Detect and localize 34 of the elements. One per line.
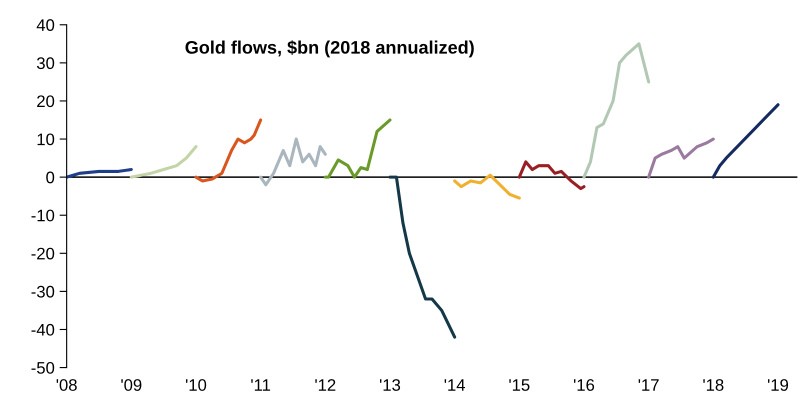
y-tick-label: -20 [31,248,54,260]
line-series [130,145,198,179]
x-tick-label: '13 [380,379,400,391]
x-tick-label: '18 [703,379,724,391]
x-tick-label: '15 [509,379,530,391]
line-series [388,176,456,339]
x-tick-label: '14 [444,379,466,391]
line-series [453,174,521,200]
line-series [259,138,327,186]
y-tick-label: 0 [46,172,54,184]
x-tick-label: '08 [56,379,77,391]
line-series [66,168,133,179]
line-series [712,103,780,179]
text: Gold flows, $bn (2018 annualized) [185,40,474,58]
x-tick-label: '16 [574,379,594,391]
x-tick-label: '11 [251,379,270,391]
y-tick-label: 10 [38,133,54,146]
line-series [582,42,650,179]
x-tick-label: '09 [121,379,142,391]
y-tick-label: 40 [36,19,54,31]
x-tick-label: '12 [315,379,336,391]
y-tick-label: -30 [31,286,54,298]
line-series [647,138,715,179]
y-tick-label: -50 [31,362,54,374]
y-tick-label: 20 [37,95,54,108]
y-tick-label: -40 [31,324,54,336]
line-series [324,118,392,179]
x-tick-label: '17 [638,379,659,391]
line-series [194,118,262,182]
line-series [518,160,586,190]
x-tick-label: '10 [186,379,206,391]
x-tick-label: '19 [768,379,788,391]
y-tick-label: 30 [36,57,54,70]
y-tick-label: -10 [31,210,54,222]
